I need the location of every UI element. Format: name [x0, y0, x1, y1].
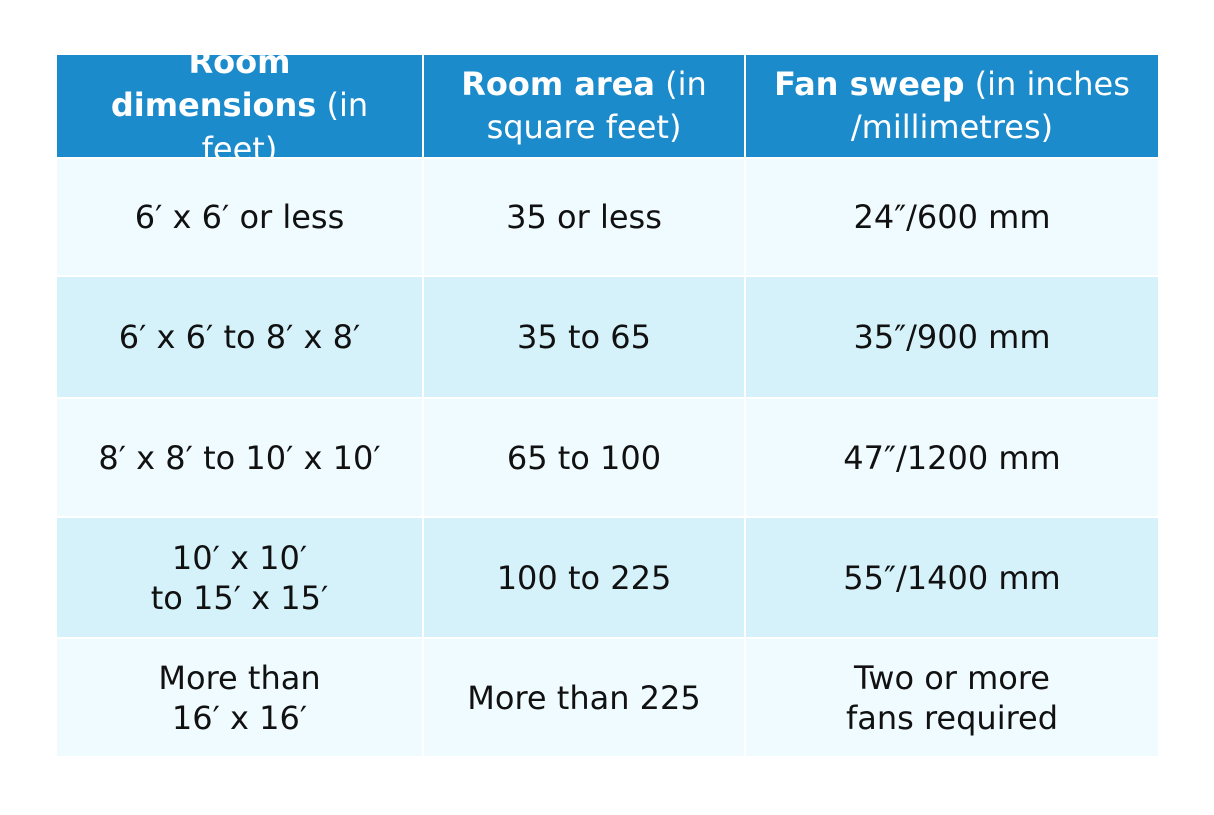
table-cell: 10′ x 10′ to 15′ x 15′ [57, 518, 422, 637]
header-cell: Room area (in square feet) [424, 55, 744, 157]
cell-text: Two or more [854, 658, 1050, 697]
header-cell: Room dimensions (in feet) [57, 43, 422, 168]
cell-text: 47″/1200 mm [843, 438, 1061, 477]
table-cell: 35″/900 mm [746, 277, 1158, 397]
cell-text: 10′ x 10′ [171, 538, 308, 577]
cell-text: fans required [845, 698, 1059, 737]
header-text: Room area (in square feet) [448, 63, 720, 149]
cell-text: 8′ x 8′ to 10′ x 10′ [98, 438, 381, 477]
cell-text: 16′ x 16′ [171, 698, 308, 737]
header-title: Room dimensions [110, 43, 317, 125]
cell-text: 6′ x 6′ to 8′ x 8′ [118, 318, 361, 356]
cell-text: 100 to 225 [496, 558, 672, 597]
header-text: Room dimensions (in feet) [81, 41, 398, 171]
header-note: (in inches /millimetres) [850, 64, 1130, 146]
cell-text: 24″/600 mm [853, 198, 1051, 236]
table-cell: 35 or less [424, 159, 744, 275]
header-text: Fan sweep (in inches /millimetres) [770, 63, 1134, 149]
table-cell: 100 to 225 [424, 518, 744, 637]
table-cell: 24″/600 mm [746, 159, 1158, 275]
table-cell: Two or more fans required [746, 639, 1158, 756]
cell-text: to 15′ x 15′ [150, 578, 329, 617]
table-cell: 55″/1400 mm [746, 518, 1158, 637]
table-cell: 6′ x 6′ to 8′ x 8′ [57, 277, 422, 397]
table-cell: 65 to 100 [424, 399, 744, 516]
cell-text: 35 to 65 [517, 318, 651, 356]
cell-text: 65 to 100 [506, 438, 662, 477]
header-note: (in square feet) [486, 64, 707, 146]
cell-text: More than [158, 658, 321, 697]
header-title: Room area [461, 64, 655, 103]
table: Room dimensions (in feet) Room area (in s… [57, 43, 1158, 756]
table-cell: 8′ x 8′ to 10′ x 10′ [57, 399, 422, 516]
table-cell: 35 to 65 [424, 277, 744, 397]
cell-text: More than 225 [467, 678, 701, 717]
cell-text: 55″/1400 mm [843, 558, 1061, 597]
header-cell: Fan sweep (in inches /millimetres) [746, 55, 1158, 157]
table-cell: 6′ x 6′ or less [57, 159, 422, 275]
cell-text: 35 or less [506, 198, 662, 236]
cell-text: 6′ x 6′ or less [134, 198, 345, 236]
header-title: Fan sweep [774, 64, 965, 103]
cell-text: 35″/900 mm [853, 318, 1051, 356]
table-cell: More than 16′ x 16′ [57, 639, 422, 756]
table-cell: 47″/1200 mm [746, 399, 1158, 516]
table-cell: More than 225 [424, 639, 744, 756]
